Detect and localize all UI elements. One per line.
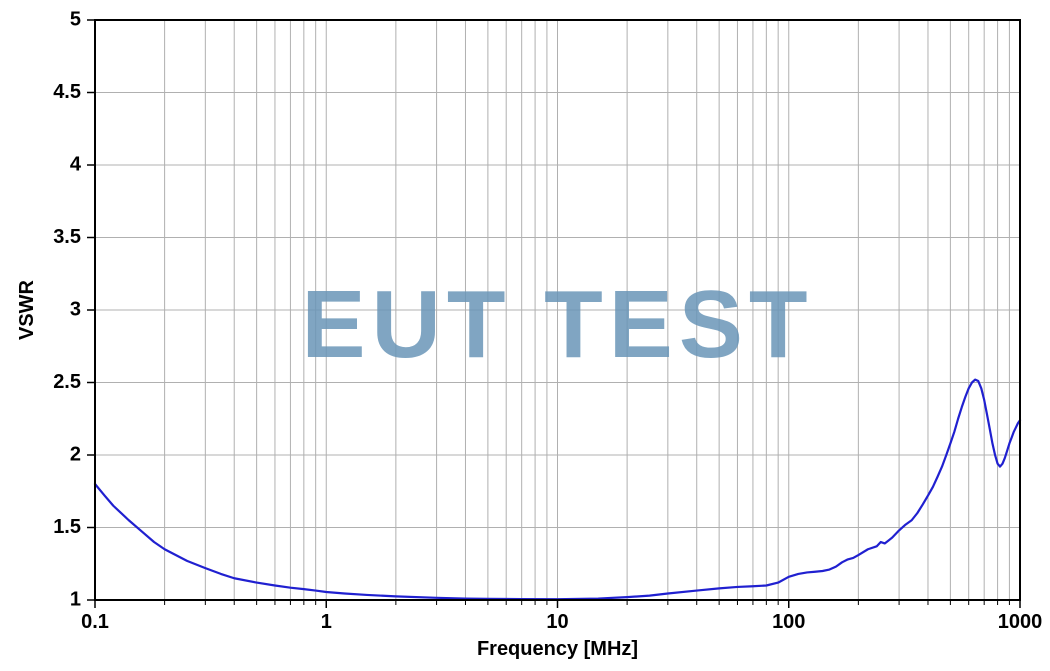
- vswr-chart: EUT TEST11.522.533.544.550.11101001000Fr…: [0, 0, 1050, 671]
- chart-svg: EUT TEST11.522.533.544.550.11101001000Fr…: [0, 0, 1050, 671]
- y-tick-label: 1.5: [53, 516, 81, 538]
- x-tick-label: 0.1: [81, 611, 109, 633]
- x-tick-label: 10: [546, 611, 568, 633]
- y-tick-label: 2: [70, 443, 81, 465]
- y-tick-label: 2.5: [53, 371, 81, 393]
- x-tick-label: 1000: [998, 611, 1043, 633]
- y-tick-label: 1: [70, 588, 81, 610]
- watermark-text: EUT TEST: [301, 271, 813, 378]
- x-tick-label: 100: [772, 611, 805, 633]
- y-tick-label: 3: [70, 298, 81, 320]
- y-tick-label: 4.5: [53, 81, 81, 103]
- y-tick-label: 4: [70, 153, 82, 175]
- watermark-layer: EUT TEST: [301, 271, 813, 378]
- x-axis-label: Frequency [MHz]: [477, 638, 638, 660]
- y-axis-label: VSWR: [16, 279, 38, 340]
- x-tick-label: 1: [321, 611, 332, 633]
- y-tick-label: 3.5: [53, 226, 81, 248]
- y-tick-label: 5: [70, 8, 81, 30]
